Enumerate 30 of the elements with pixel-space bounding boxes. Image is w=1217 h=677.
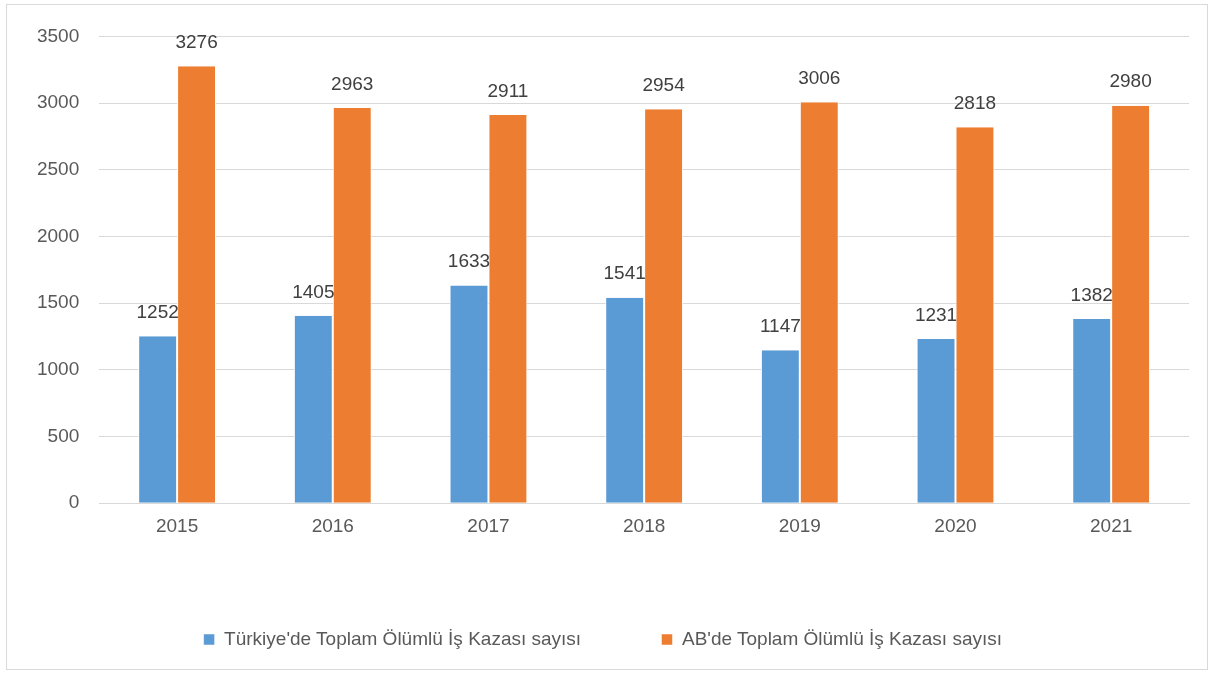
y-tick-label: 3000 [36, 91, 80, 113]
data-label: 1147 [759, 314, 801, 336]
y-tick-label: 0 [68, 491, 80, 513]
data-label: 3006 [798, 67, 841, 89]
data-label: 1252 [136, 300, 179, 322]
x-tick-label: 2021 [1090, 514, 1133, 536]
data-label: 1405 [292, 280, 335, 302]
x-tick-label: 2020 [934, 514, 977, 536]
x-tick-label: 2017 [467, 514, 510, 536]
y-tick-label: 2000 [36, 224, 80, 246]
data-label: 2818 [953, 92, 997, 114]
data-label: 2954 [642, 73, 686, 95]
x-tick-label: 2019 [778, 514, 821, 536]
x-tick-label: 2015 [155, 514, 199, 536]
data-label: 1231 [914, 303, 958, 325]
x-tick-label: 2018 [622, 514, 666, 536]
data-label: 2980 [1109, 70, 1152, 92]
data-label: 2963 [331, 72, 374, 94]
y-tick-label: 3500 [36, 24, 80, 46]
y-tick-label: 500 [47, 424, 80, 446]
data-label: 1382 [1070, 283, 1113, 305]
legend-label: AB'de Toplam Ölümlü İş Kazası sayısı [681, 627, 1003, 649]
legend-label: Türkiye'de Toplam Ölümlü İş Kazası sayısı [224, 627, 582, 649]
data-label: 3276 [175, 31, 218, 53]
data-label: 1541 [603, 262, 646, 284]
y-tick-label: 2500 [36, 158, 80, 180]
x-tick-label: 2016 [311, 514, 354, 536]
data-label: 2911 [487, 79, 529, 101]
y-tick-label: 1000 [36, 358, 80, 380]
y-tick-label: 1500 [36, 291, 80, 313]
